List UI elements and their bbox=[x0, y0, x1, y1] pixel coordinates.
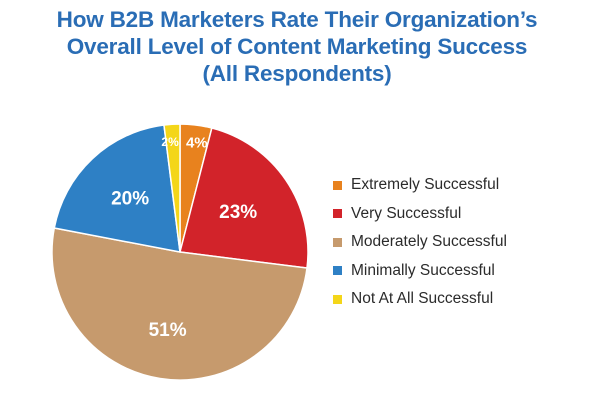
pie-slice-moderately-successful bbox=[51, 227, 308, 381]
legend-swatch bbox=[333, 294, 342, 304]
legend-swatch bbox=[333, 180, 342, 190]
legend-item-minimally-successful: Minimally Successful bbox=[333, 257, 507, 286]
legend-item-not-at-all-successful: Not At All Successful bbox=[333, 285, 507, 314]
legend-swatch bbox=[333, 209, 342, 219]
chart-title-line-2: Overall Level of Content Marketing Succe… bbox=[66, 34, 528, 59]
legend-swatch bbox=[333, 237, 342, 247]
legend-item-extremely-successful: Extremely Successful bbox=[333, 171, 507, 200]
data-label-moderately-successful: 51% bbox=[149, 320, 187, 341]
legend-label: Moderately Successful bbox=[351, 233, 507, 251]
data-label-very-successful: 23% bbox=[219, 202, 257, 223]
legend-label: Not At All Successful bbox=[351, 290, 494, 308]
chart-title: How B2B Marketers Rate Their Organizatio… bbox=[0, 6, 594, 87]
pie-slice-not-at-all-successful bbox=[163, 123, 181, 253]
legend-label: Very Successful bbox=[351, 204, 462, 222]
legend-label: Extremely Successful bbox=[351, 176, 500, 194]
data-label-extremely-successful: 4% bbox=[186, 134, 208, 151]
pie-slice-very-successful bbox=[179, 127, 309, 269]
chart-title-line-3: (All Respondents) bbox=[202, 61, 392, 86]
data-label-minimally-successful: 20% bbox=[111, 188, 149, 209]
legend-label: Minimally Successful bbox=[351, 261, 495, 279]
chart-legend: Extremely Successful Very Successful Moder… bbox=[333, 171, 507, 314]
legend-item-very-successful: Very Successful bbox=[333, 200, 507, 229]
chart-title-line-1: How B2B Marketers Rate Their Organizatio… bbox=[56, 7, 538, 32]
legend-swatch bbox=[333, 266, 342, 276]
legend-item-moderately-successful: Moderately Successful bbox=[333, 228, 507, 257]
data-label-not-at-all-successful: 2% bbox=[161, 135, 179, 149]
pie-slice-minimally-successful bbox=[53, 124, 181, 253]
